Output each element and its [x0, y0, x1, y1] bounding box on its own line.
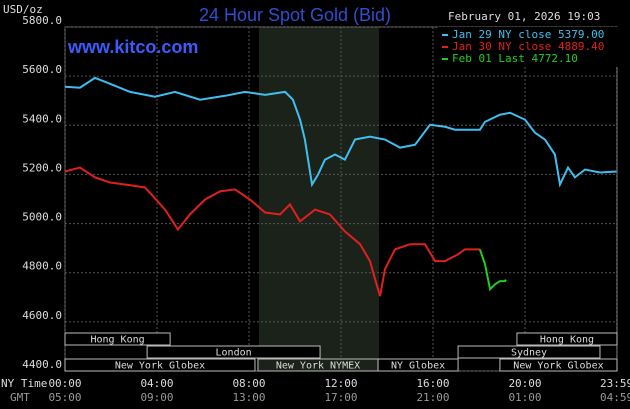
- series-line: [64, 76, 617, 188]
- y-tick-label: 4400.0: [22, 358, 62, 371]
- session-label: Sydney: [511, 348, 547, 359]
- x-tick-label-secondary: 21:00: [416, 391, 449, 404]
- x-axis-label: NY Time: [1, 377, 47, 390]
- session-label: Hong Kong: [540, 335, 594, 346]
- watermark: www.kitco.com: [67, 37, 198, 57]
- legend-label: Jan 30 NY close 4889.40: [452, 40, 604, 53]
- x-tick-label-secondary: 01:00: [508, 391, 541, 404]
- session-box: [516, 332, 618, 346]
- series-line: [64, 166, 480, 297]
- chart-title: 24 Hour Spot Gold (Bid): [199, 5, 391, 25]
- session-label: New York Globex: [513, 361, 603, 372]
- session-box: [64, 358, 256, 372]
- legend-label: Feb 01 Last 4772.10: [452, 52, 578, 65]
- x-tick-label-secondary: 13:00: [232, 391, 265, 404]
- series-line: [478, 249, 507, 292]
- x-tick-label-secondary: 17:00: [324, 391, 357, 404]
- y-tick-label: 5400.0: [22, 112, 62, 125]
- y-tick-label: 5000.0: [22, 211, 62, 224]
- session-label: New York Globex: [115, 361, 205, 372]
- y-tick-label: 5200.0: [22, 161, 62, 174]
- session-label: London: [216, 348, 252, 359]
- legend-box: [438, 27, 620, 67]
- y-tick-label: 5800.0: [22, 14, 62, 27]
- x-tick-label: 08:00: [232, 377, 265, 390]
- session-box: [457, 345, 601, 359]
- y-axis-label: USD/oz: [3, 3, 43, 16]
- y-tick-label: 4600.0: [22, 309, 62, 322]
- x-tick-label-secondary: 04:59: [600, 391, 630, 404]
- x-tick-label: 04:00: [140, 377, 173, 390]
- session-label: New York NYMEX: [276, 361, 360, 372]
- legend-label: Jan 29 NY close 5379.00: [452, 28, 604, 41]
- x-tick-label: 00:00: [48, 377, 81, 390]
- y-tick-label: 5600.0: [22, 63, 62, 76]
- x-tick-label: 12:00: [324, 377, 357, 390]
- x-tick-label: 23:59: [600, 377, 630, 390]
- y-tick-label: 4800.0: [22, 260, 62, 273]
- timestamp: February 01, 2026 19:03: [448, 10, 600, 23]
- session-box: [146, 345, 321, 359]
- session-box: [499, 358, 618, 372]
- x-tick-label: 16:00: [416, 377, 449, 390]
- session-box: [377, 358, 459, 372]
- session-label: NY Globex: [391, 361, 445, 372]
- x-tick-label-secondary: 05:00: [48, 391, 81, 404]
- x-tick-label-secondary: 09:00: [140, 391, 173, 404]
- x-axis-label-secondary: GMT: [10, 391, 30, 404]
- highlight-region: [258, 27, 379, 371]
- x-tick-label: 20:00: [508, 377, 541, 390]
- session-box: [64, 332, 171, 346]
- session-label: Hong Kong: [90, 335, 144, 346]
